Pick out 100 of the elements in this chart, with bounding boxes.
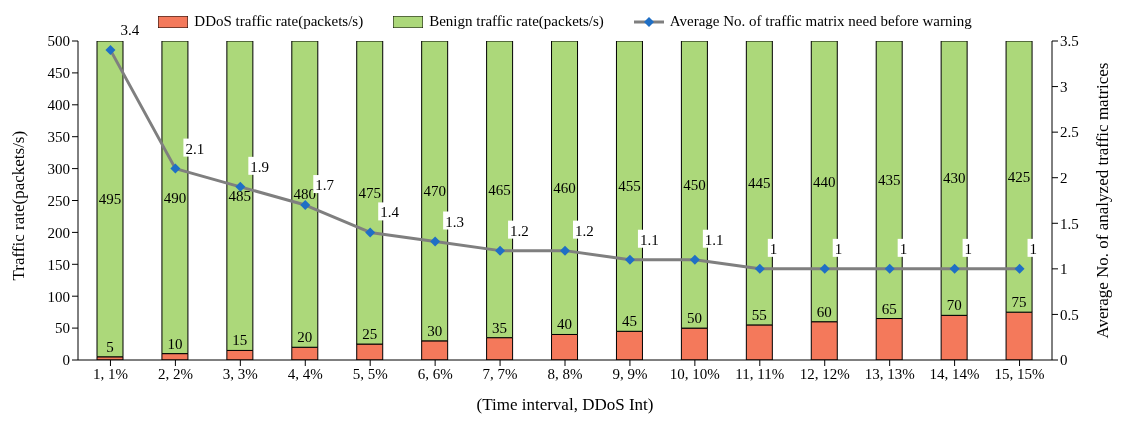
x-tick-label: 10, 10%: [669, 365, 720, 382]
bar: [96, 41, 124, 358]
data-label: 35: [492, 319, 508, 336]
data-label: 1.3: [445, 213, 464, 230]
y2-tick-label: 1: [1060, 261, 1068, 278]
x-tick-label: 1, 1%: [92, 365, 128, 382]
x-axis-title: (Time interval, DDoS Int): [476, 395, 654, 414]
y2-tick-label: 3.5: [1060, 33, 1079, 50]
data-label: 65: [881, 300, 897, 317]
point: [754, 263, 765, 274]
y-tick-label: 400: [47, 97, 70, 114]
point: [560, 245, 570, 256]
point: [495, 245, 506, 256]
point: [819, 263, 830, 274]
x-tick-label: 5, 5%: [352, 365, 388, 382]
legend-label: Benign traffic rate(packets/s): [428, 13, 604, 30]
x-tick-label: 8, 8%: [547, 365, 583, 382]
data-label: 20: [297, 329, 313, 346]
data-label: 3.4: [120, 22, 140, 39]
data-label: 470: [423, 183, 446, 200]
y2-tick-label: 3: [1060, 78, 1068, 95]
data-label: 465: [488, 181, 511, 198]
y-tick-label: 0: [62, 352, 70, 369]
data-label: 75: [1011, 294, 1027, 311]
y2-tick-label: 0: [1060, 352, 1068, 369]
y-tick-label: 500: [47, 33, 70, 50]
data-label: 1.2: [510, 222, 529, 239]
point: [430, 236, 441, 247]
data-label: 25: [362, 326, 378, 343]
y-axis-title: Traffic rate(packets/s): [9, 130, 29, 281]
x-tick-label: 11, 11%: [735, 365, 785, 382]
y2-tick-label: 0.5: [1060, 306, 1079, 323]
legend-label: DDoS traffic rate(packets/s): [193, 13, 364, 30]
y2-tick-label: 1.5: [1060, 215, 1079, 232]
data-label: 55: [751, 306, 767, 323]
data-label: 485: [228, 188, 252, 205]
point: [170, 163, 181, 174]
x-tick-label: 9, 9%: [612, 365, 648, 382]
data-label: 1: [899, 240, 908, 257]
data-label: 45: [621, 313, 637, 330]
y2-tick-label: 2.5: [1060, 124, 1079, 141]
point: [624, 254, 635, 265]
data-label: 430: [942, 170, 966, 187]
y-tick-label: 150: [47, 256, 70, 273]
y-tick-label: 100: [47, 288, 70, 305]
data-label: 460: [553, 180, 576, 197]
data-label: 425: [1007, 168, 1031, 185]
data-label: 15: [232, 332, 248, 349]
data-label: 490: [163, 189, 187, 206]
data-label: 10: [167, 335, 183, 352]
data-label: 1.4: [380, 204, 400, 221]
point: [949, 263, 960, 274]
data-label: 1.1: [639, 231, 659, 248]
data-label: 1.9: [250, 158, 270, 175]
data-label: 495: [98, 191, 122, 208]
data-label: 445: [748, 175, 771, 192]
data-label: 455: [618, 178, 641, 195]
y-tick-label: 200: [47, 224, 70, 241]
point: [105, 45, 116, 56]
x-tick-label: 12, 12%: [799, 365, 850, 382]
x-tick-label: 6, 6%: [417, 365, 453, 382]
x-tick-label: 7, 7%: [482, 365, 518, 382]
x-tick-label: 13, 13%: [864, 365, 915, 382]
point: [365, 227, 376, 238]
x-tick-label: 4, 4%: [287, 365, 323, 382]
point: [1014, 263, 1025, 274]
data-label: 60: [816, 303, 832, 320]
data-label: 450: [683, 176, 706, 193]
data-label: 1: [769, 240, 778, 257]
y2-axis-title: Average No. of analyzed traffic matrices: [1093, 62, 1112, 339]
data-label: 70: [946, 297, 962, 314]
x-tick-label: 3, 3%: [222, 365, 258, 382]
data-label: 1: [834, 240, 843, 257]
y-tick-label: 300: [47, 160, 70, 177]
data-label: 2.1: [185, 140, 205, 157]
data-label: 5: [106, 338, 114, 355]
data-label: 440: [813, 173, 836, 190]
y-tick-label: 350: [47, 129, 70, 146]
point: [235, 181, 246, 192]
data-label: 475: [358, 184, 381, 201]
x-tick-label: 2, 2%: [157, 365, 193, 382]
x-tick-label: 14, 14%: [929, 365, 980, 382]
data-label: 1: [1029, 240, 1038, 257]
x-tick-label: 15, 15%: [994, 365, 1045, 382]
data-label: 1: [964, 240, 973, 257]
data-label: 1.2: [575, 222, 594, 239]
point: [884, 263, 895, 274]
y-tick-label: 450: [47, 65, 70, 82]
data-label: 30: [427, 322, 443, 339]
legend-label: Average No. of traffic matrix need before warning: [668, 13, 972, 30]
data-label: 50: [686, 310, 702, 327]
point: [689, 254, 700, 265]
data-label: 40: [557, 316, 573, 333]
data-label: 1.7: [315, 177, 335, 194]
point: [300, 200, 311, 211]
data-label: 435: [877, 172, 901, 189]
y-tick-label: 250: [47, 192, 70, 209]
y2-tick-label: 2: [1060, 170, 1068, 187]
data-label: 1.1: [704, 231, 724, 248]
y-tick-label: 50: [55, 320, 70, 337]
